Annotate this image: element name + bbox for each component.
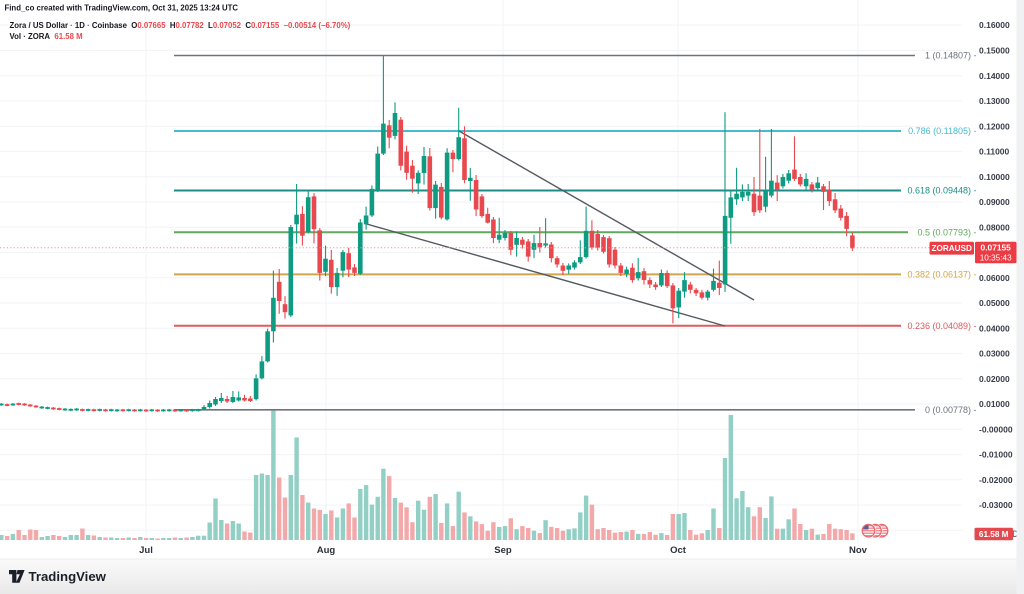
svg-text:0.13000: 0.13000 [979, 96, 1010, 106]
svg-text:-: - [974, 321, 977, 331]
svg-text:61.58 M: 61.58 M [979, 530, 1009, 539]
svg-text:0.5 (0.07793): 0.5 (0.07793) [917, 227, 971, 237]
svg-text:Nov: Nov [849, 545, 868, 556]
svg-text:0.11000: 0.11000 [979, 147, 1010, 157]
svg-text:-: - [974, 126, 977, 136]
svg-text:-0.03000: -0.03000 [979, 500, 1013, 510]
svg-text:D: D [1012, 529, 1019, 539]
svg-text:0.10000: 0.10000 [979, 172, 1010, 182]
svg-text:Vol · ZORA 61.58 M: Vol · ZORA 61.58 M [10, 32, 83, 41]
svg-text:ZORAUSD: ZORAUSD [931, 244, 972, 253]
svg-text:0.786 (0.11805): 0.786 (0.11805) [908, 126, 971, 136]
svg-text:0.382 (0.06137): 0.382 (0.06137) [907, 270, 971, 280]
svg-text:0.14000: 0.14000 [979, 71, 1010, 81]
svg-text:-: - [974, 405, 977, 415]
svg-text:-0.01000: -0.01000 [979, 450, 1013, 460]
svg-text:-0.02000: -0.02000 [979, 475, 1013, 485]
svg-text:Find_co created with TradingVi: Find_co created with TradingView.com, Oc… [5, 4, 239, 13]
svg-text:0.12000: 0.12000 [979, 121, 1010, 131]
svg-text:-: - [974, 270, 977, 280]
svg-text:1 (0.14807): 1 (0.14807) [925, 51, 971, 61]
svg-text:Jul: Jul [139, 545, 153, 556]
svg-text:0.236 (0.04089): 0.236 (0.04089) [907, 321, 971, 331]
svg-text:0.08000: 0.08000 [979, 222, 1010, 232]
svg-text:-: - [974, 186, 977, 196]
svg-text:0 (0.00778): 0 (0.00778) [925, 405, 971, 415]
svg-text:Sep: Sep [494, 545, 512, 556]
svg-text:-0.00000: -0.00000 [979, 424, 1013, 434]
svg-text:0.06000: 0.06000 [979, 273, 1010, 283]
svg-text:0.02000: 0.02000 [979, 374, 1010, 384]
svg-text:0.05000: 0.05000 [979, 298, 1010, 308]
svg-text:0.09000: 0.09000 [979, 197, 1010, 207]
svg-text:0.03000: 0.03000 [979, 349, 1010, 359]
svg-text:-: - [974, 51, 977, 61]
svg-text:0.01000: 0.01000 [979, 399, 1010, 409]
svg-text:Aug: Aug [317, 545, 336, 556]
svg-text:0.07155: 0.07155 [981, 243, 1012, 253]
svg-text:Oct: Oct [670, 545, 687, 556]
svg-text:10:35:43: 10:35:43 [980, 253, 1012, 262]
svg-text:0.04000: 0.04000 [979, 323, 1010, 333]
svg-text:0.16000: 0.16000 [979, 20, 1010, 30]
svg-text:Zora / US Dollar · 1D · Coinba: Zora / US Dollar · 1D · Coinbase O0.0766… [10, 21, 351, 30]
svg-text:-: - [974, 227, 977, 237]
svg-text:0.618 (0.09448): 0.618 (0.09448) [907, 186, 971, 196]
svg-text:TradingView: TradingView [29, 569, 107, 584]
svg-text:0.15000: 0.15000 [979, 46, 1010, 56]
